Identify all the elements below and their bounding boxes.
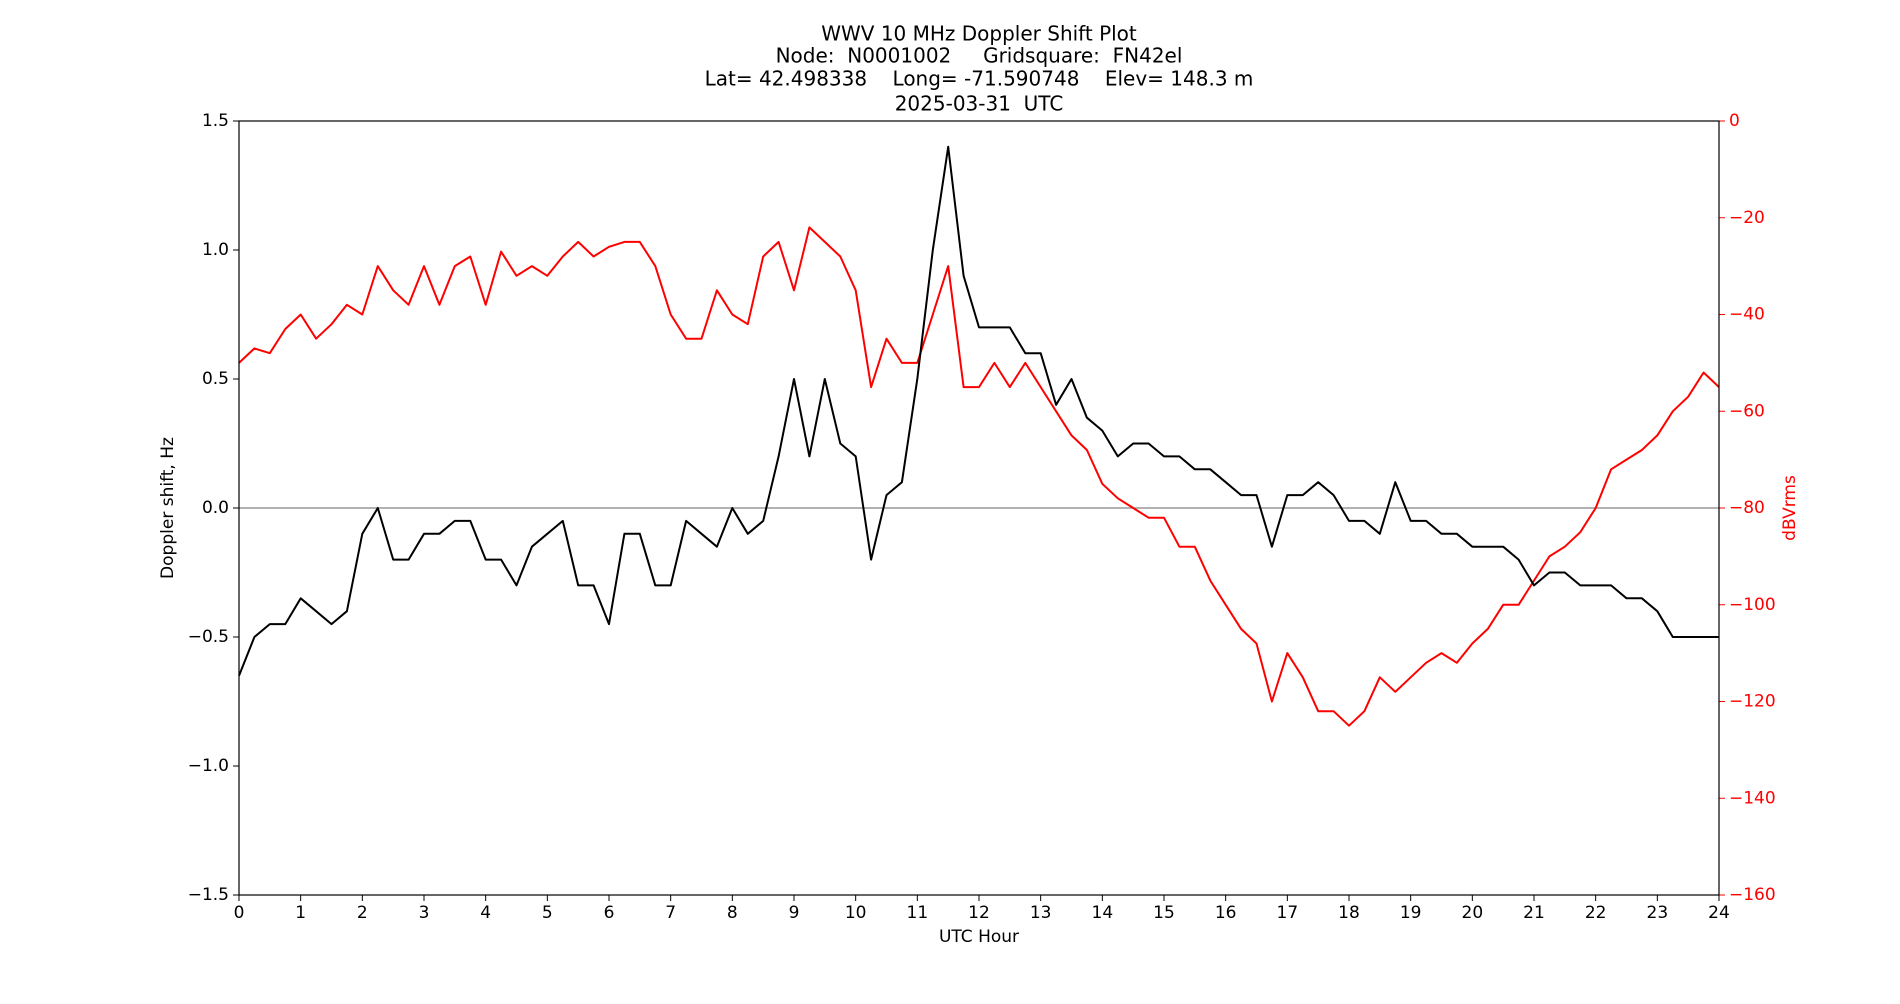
x-tick-label: 19 [1400,903,1422,923]
x-tick-label: 16 [1215,903,1237,923]
y2-tick-label: −80 [1729,498,1765,518]
x-tick-label: 18 [1338,903,1360,923]
data-line [238,145,1719,677]
x-tick-label: 15 [1153,903,1175,923]
chart-title: Node: N0001002 Gridsquare: FN42el [776,44,1183,68]
y-tick-label: 1.0 [202,240,229,260]
data-line [238,226,1720,727]
x-tick-label: 0 [234,903,245,923]
y-tick-label: −1.0 [188,756,229,776]
y2-tick-label: −60 [1729,401,1765,421]
x-tick-label: 14 [1092,903,1114,923]
x-axis-label: UTC Hour [939,927,1019,947]
chart-title: 2025-03-31 UTC [895,92,1064,116]
y-tick-label: 0.0 [202,498,229,518]
x-tick-label: 23 [1647,903,1669,923]
x-tick-label: 10 [845,903,867,923]
y2-tick-label: −100 [1729,595,1776,615]
y2-tick-label: −160 [1729,885,1776,905]
x-tick-label: 6 [604,903,615,923]
x-tick-label: 17 [1277,903,1299,923]
x-tick-label: 20 [1462,903,1484,923]
x-tick-label: 8 [727,903,738,923]
x-tick-label: 4 [480,903,491,923]
y-tick-label: 1.5 [202,111,229,131]
x-tick-label: 22 [1585,903,1607,923]
chart-title: Lat= 42.498338 Long= -71.590748 Elev= 14… [705,67,1254,91]
x-tick-label: 11 [907,903,929,923]
y2-tick-label: −20 [1729,208,1765,228]
y2-tick-label: −40 [1729,305,1765,325]
x-tick-label: 9 [789,903,800,923]
x-tick-label: 1 [295,903,306,923]
plot-frame [238,120,1720,896]
x-tick-label: 2 [357,903,368,923]
y-axis-label: Doppler shift, Hz [158,437,178,579]
y-tick-label: −0.5 [188,627,229,647]
y-tick-label: 0.5 [202,369,229,389]
y2-axis-label: dBVrms [1780,475,1800,541]
x-tick-label: 3 [419,903,430,923]
x-tick-label: 7 [665,903,676,923]
x-tick-label: 21 [1523,903,1545,923]
x-tick-label: 24 [1708,903,1730,923]
y2-tick-label: 0 [1729,111,1740,131]
y2-tick-label: −140 [1729,788,1776,808]
chart-title: WWV 10 MHz Doppler Shift Plot [821,22,1137,46]
x-tick-label: 13 [1030,903,1052,923]
y2-tick-label: −120 [1729,692,1776,712]
x-tick-label: 12 [968,903,990,923]
y-tick-label: −1.5 [188,885,229,905]
x-tick-label: 5 [542,903,553,923]
